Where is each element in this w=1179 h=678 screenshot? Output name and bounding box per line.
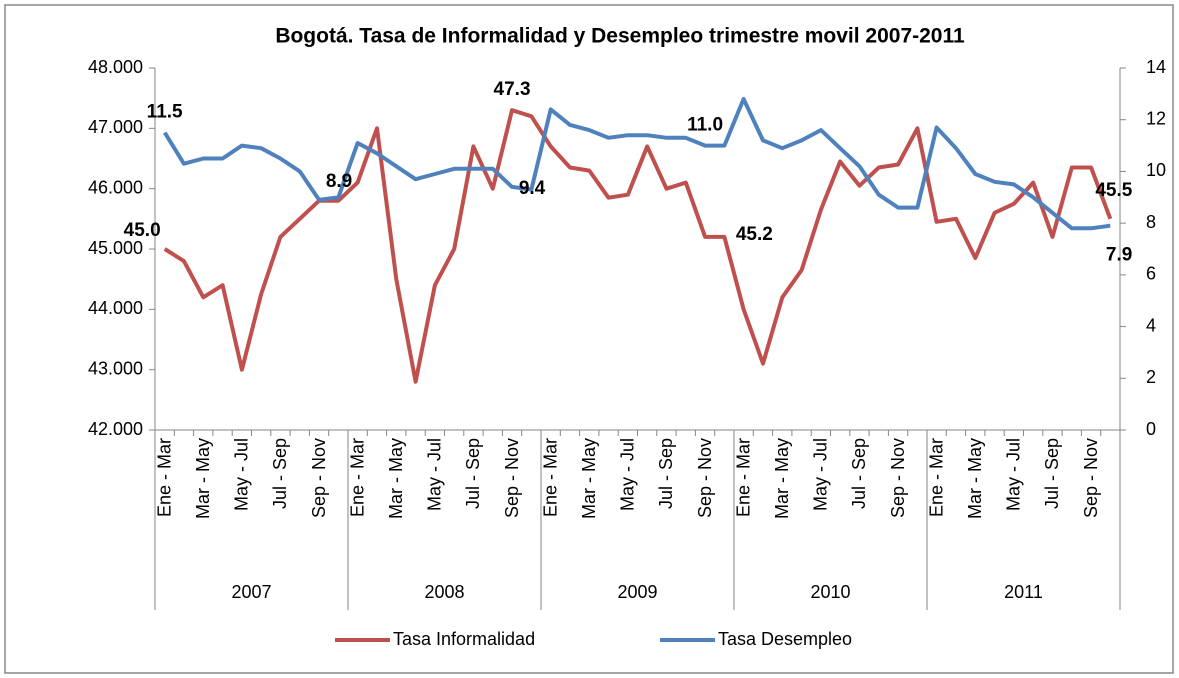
x-tick-label: Sep - Nov bbox=[309, 438, 329, 518]
y-tick-label: 42.000 bbox=[88, 419, 143, 439]
x-tick-label: May - Jul bbox=[811, 438, 831, 511]
x-group-label: 2010 bbox=[810, 582, 850, 602]
data-label: 11.0 bbox=[687, 115, 723, 136]
x-tick-label: May - Jul bbox=[618, 438, 638, 511]
x-tick-label: May - Jul bbox=[1004, 438, 1024, 511]
x-tick-label: Jul - Sep bbox=[463, 438, 483, 509]
data-label: 45.5 bbox=[1095, 180, 1132, 201]
x-tick-label: Sep - Nov bbox=[888, 438, 908, 518]
y-tick-label: 43.000 bbox=[88, 358, 143, 378]
data-label: 8.9 bbox=[326, 171, 352, 192]
y-tick-label: 48.000 bbox=[88, 57, 143, 77]
y2-tick-label: 2 bbox=[1146, 367, 1156, 387]
series-line bbox=[162, 97, 1111, 231]
x-tick-label: Mar - May bbox=[772, 438, 792, 519]
x-tick-label: May - Jul bbox=[232, 438, 252, 511]
legend-label: Tasa Desempleo bbox=[718, 629, 852, 649]
y2-tick-label: 6 bbox=[1146, 264, 1156, 284]
y2-tick-label: 12 bbox=[1146, 108, 1166, 128]
x-group-label: 2009 bbox=[617, 582, 657, 602]
data-label: 9.4 bbox=[519, 178, 546, 199]
data-label: 45.2 bbox=[736, 224, 773, 245]
data-label: 45.0 bbox=[124, 220, 161, 241]
x-tick-label: Mar - May bbox=[579, 438, 599, 519]
x-tick-label: Mar - May bbox=[193, 438, 213, 519]
x-tick-label: Jul - Sep bbox=[656, 438, 676, 509]
y-tick-label: 47.000 bbox=[88, 117, 143, 137]
data-label: 47.3 bbox=[494, 79, 531, 100]
x-tick-label: Jul - Sep bbox=[849, 438, 869, 509]
data-label: 11.5 bbox=[147, 102, 183, 123]
y2-tick-label: 0 bbox=[1146, 419, 1156, 439]
x-group-label: 2007 bbox=[231, 582, 271, 602]
x-tick-label: Ene - Mar bbox=[733, 438, 753, 517]
chart-title: Bogotá. Tasa de Informalidad y Desempleo… bbox=[275, 25, 965, 48]
x-tick-label: Ene - Mar bbox=[540, 438, 560, 517]
x-tick-label: Sep - Nov bbox=[695, 438, 715, 518]
x-tick-label: Ene - Mar bbox=[926, 438, 946, 517]
data-label: 7.9 bbox=[1106, 245, 1132, 266]
x-tick-label: Ene - Mar bbox=[347, 438, 367, 517]
y2-tick-label: 8 bbox=[1146, 212, 1156, 232]
legend-label: Tasa Informalidad bbox=[393, 629, 535, 649]
x-tick-label: Ene - Mar bbox=[154, 438, 174, 517]
y2-tick-label: 10 bbox=[1146, 160, 1166, 180]
x-tick-label: Sep - Nov bbox=[502, 438, 522, 518]
x-tick-label: Sep - Nov bbox=[1081, 438, 1101, 518]
x-tick-label: Mar - May bbox=[386, 438, 406, 519]
y2-tick-label: 14 bbox=[1146, 57, 1166, 77]
x-group-label: 2011 bbox=[1004, 582, 1043, 602]
y-tick-label: 46.000 bbox=[88, 177, 143, 197]
x-tick-label: Jul - Sep bbox=[270, 438, 290, 509]
x-tick-label: May - Jul bbox=[425, 438, 445, 511]
y-tick-label: 44.000 bbox=[88, 298, 143, 318]
x-tick-label: Mar - May bbox=[965, 438, 985, 519]
chart-border bbox=[4, 4, 1174, 674]
x-group-label: 2008 bbox=[424, 582, 464, 602]
y-tick-label: 45.000 bbox=[88, 238, 143, 258]
y2-tick-label: 4 bbox=[1146, 315, 1156, 335]
x-tick-label: Jul - Sep bbox=[1042, 438, 1062, 509]
